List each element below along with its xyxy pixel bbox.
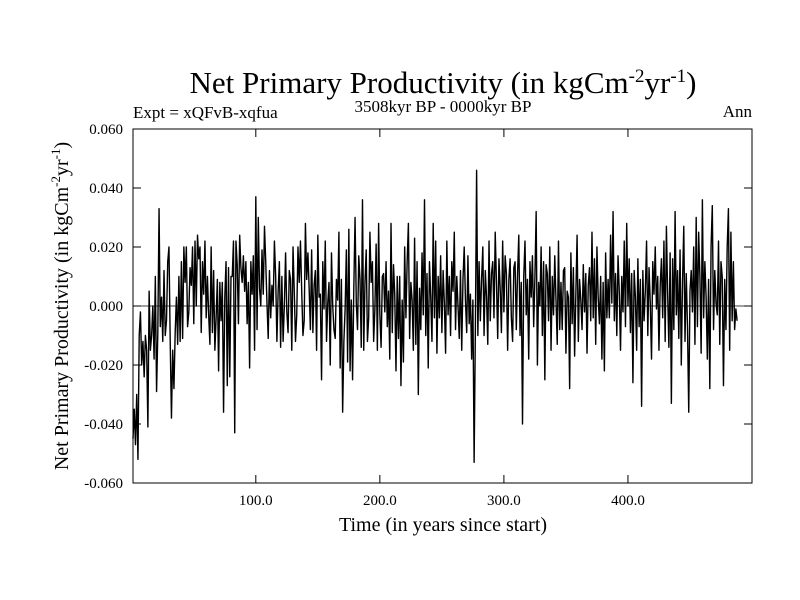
- x-tick-label-0: 100.0: [239, 493, 273, 509]
- y-axis: -0.060 -0.040 -0.020 0.000 0.020 0.040 0.060: [84, 122, 752, 492]
- y-tick-label-4: 0.020: [89, 240, 123, 256]
- x-axis-label: Time (in years since start): [339, 514, 547, 536]
- y-tick-label-2: -0.020: [84, 358, 123, 374]
- y-tick-label-0: -0.060: [84, 476, 123, 492]
- x-tick-label-2: 300.0: [487, 493, 521, 509]
- season-label: Ann: [723, 102, 753, 121]
- y-tick-label-3: 0.000: [89, 299, 123, 315]
- series-line: [132, 169, 738, 464]
- x-tick-label-3: 400.0: [611, 493, 645, 509]
- y-tick-label-1: -0.040: [84, 417, 123, 433]
- x-tick-label-1: 200.0: [363, 493, 397, 509]
- x-axis: 100.0 200.0 300.0 400.0: [239, 129, 645, 509]
- experiment-label: Expt = xQFvB-xqfua: [133, 103, 278, 122]
- y-axis-label: Net Primary Productivity (in kgCm-2yr-1): [48, 142, 73, 470]
- y-tick-label-6: 0.060: [89, 122, 123, 138]
- y-tick-label-5: 0.040: [89, 181, 123, 197]
- period-label: 3508kyr BP - 0000kyr BP: [355, 97, 532, 116]
- chart-title: Net Primary Productivity (in kgCm-2yr-1): [190, 65, 697, 100]
